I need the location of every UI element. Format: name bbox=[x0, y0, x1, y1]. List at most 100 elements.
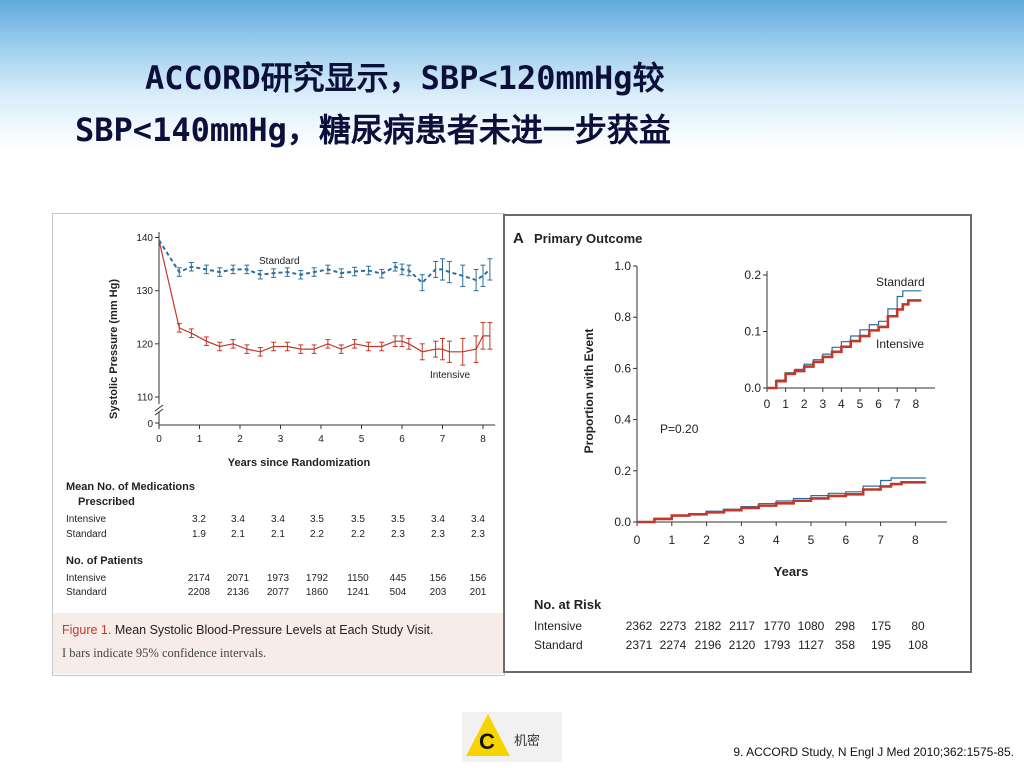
meds-standard-cell: 2.1 bbox=[231, 529, 245, 540]
patients-standard-cell: 2077 bbox=[267, 587, 290, 598]
meds-standard-cell: 2.3 bbox=[471, 529, 485, 540]
sbp-y-tick-label: 120 bbox=[136, 339, 153, 350]
risk-standard-cell: 2120 bbox=[729, 638, 756, 652]
patients-standard-cell: 504 bbox=[390, 587, 407, 598]
risk-standard-cell: 2196 bbox=[695, 638, 722, 652]
sbp-chart: 110 120 130 140 00 1 2 3 4 5 6 7 8 Systolic Pressure… bbox=[66, 232, 496, 598]
risk-standard-cell: 1127 bbox=[798, 638, 824, 652]
sbp-intensive-line bbox=[158, 240, 490, 353]
inset-y-tick-label: 0.2 bbox=[744, 268, 761, 282]
sbp-x-tick-label: 6 bbox=[399, 434, 405, 445]
patients-standard-cell: 2136 bbox=[227, 587, 250, 598]
outcome-y-tick-label: 0.6 bbox=[614, 361, 631, 375]
inset-x-tick-label: 1 bbox=[782, 397, 789, 411]
meds-standard-cell: 2.1 bbox=[271, 529, 285, 540]
risk-standard-cell: 195 bbox=[871, 638, 891, 652]
inset-x-tick-label: 6 bbox=[875, 397, 882, 411]
inset-marks bbox=[767, 290, 922, 390]
sbp-x-tick-label: 5 bbox=[359, 434, 365, 445]
caption-label: Figure 1. bbox=[62, 623, 112, 637]
risk-intensive-cell: 298 bbox=[835, 619, 855, 633]
patients-standard-cell: 2208 bbox=[188, 587, 211, 598]
inset-axes: 0.0 0.1 0.2 0 1 2 3 4 5 6 7 8 bbox=[744, 268, 935, 411]
inset-standard-label: Standard bbox=[876, 275, 925, 289]
sbp-xlabel: Years since Randomization bbox=[228, 457, 371, 469]
outcome-x-tick-label: 8 bbox=[912, 533, 919, 547]
meds-intensive-cell: 3.4 bbox=[431, 514, 445, 525]
meds-intensive-cell: 3.5 bbox=[391, 514, 405, 525]
risk-row-intensive: Intensive bbox=[534, 619, 582, 633]
patients-intensive-cell: 1150 bbox=[347, 573, 369, 584]
risk-table: 2362 2273 2182 2117 1770 1080 298 175 80 2371 2274… bbox=[626, 619, 929, 652]
outcome-x-tick-label: 0 bbox=[634, 533, 641, 547]
outcome-x-tick-label: 3 bbox=[738, 533, 745, 547]
figure1-caption: Figure 1. Mean Systolic Blood-Pressure L… bbox=[53, 613, 503, 674]
outcome-y-tick-label: 0.0 bbox=[614, 515, 631, 529]
sbp-axis-break-1 bbox=[154, 404, 164, 412]
risk-intensive-cell: 2273 bbox=[660, 619, 687, 633]
outcome-chart: A Primary Outcome 0.00.20.40.60.81.00 1 2 3… bbox=[513, 230, 947, 652]
inset-x-tick-label: 7 bbox=[894, 397, 901, 411]
panelA-title: Primary Outcome bbox=[534, 231, 642, 246]
risk-standard-cell: 1793 bbox=[764, 638, 791, 652]
outcome-axes: 0.00.20.40.60.81.00 1 2 3 4 5 6 7 8 bbox=[614, 259, 947, 547]
sbp-marks bbox=[158, 239, 493, 366]
meds-row-intensive: Intensive bbox=[66, 514, 106, 525]
patients-standard-cell: 1860 bbox=[306, 587, 329, 598]
caption-title-line: Figure 1. Mean Systolic Blood-Pressure L… bbox=[62, 623, 434, 637]
patients-intensive-cell: 156 bbox=[430, 573, 447, 584]
meds-row-standard: Standard bbox=[66, 529, 107, 540]
sbp-x-tick-label: 1 bbox=[197, 434, 203, 445]
inset-intensive-line bbox=[767, 299, 922, 390]
inset-x-tick-label: 0 bbox=[764, 397, 771, 411]
meds-intensive-cell: 3.4 bbox=[231, 514, 245, 525]
risk-intensive-cell: 2362 bbox=[626, 619, 653, 633]
outcome-marks bbox=[637, 477, 926, 524]
sbp-y-tick-label: 110 bbox=[137, 393, 153, 404]
sbp-x-tick-label: 0 bbox=[156, 434, 162, 445]
inset-x-tick-label: 8 bbox=[912, 397, 919, 411]
caption-title: Mean Systolic Blood-Pressure Levels at E… bbox=[114, 623, 434, 637]
meds-standard-cell: 2.2 bbox=[310, 529, 324, 540]
meds-header-1: Mean No. of Medications bbox=[66, 481, 195, 493]
risk-intensive-cell: 1770 bbox=[764, 619, 791, 633]
sbp-intensive-label: Intensive bbox=[430, 370, 470, 381]
inset-x-tick-label: 4 bbox=[838, 397, 845, 411]
patients-row-standard: Standard bbox=[66, 587, 107, 598]
sbp-axis-break-2 bbox=[154, 408, 164, 416]
patients-row-intensive: Intensive bbox=[66, 573, 106, 584]
figure1-panel: 110 120 130 140 0 0 1 2 3 4 5 6 7 8 Systolic Pressure… bbox=[52, 213, 505, 676]
sbp-y-tick-label: 0 bbox=[147, 419, 153, 430]
risk-intensive-cell: 175 bbox=[871, 619, 891, 633]
meds-intensive-cell: 3.4 bbox=[271, 514, 285, 525]
meds-standard-cell: 2.2 bbox=[351, 529, 365, 540]
patients-standard-cell: 1241 bbox=[347, 587, 370, 598]
caption-note: I bars indicate 95% confidence intervals… bbox=[62, 646, 267, 660]
reference-citation: 9. ACCORD Study, N Engl J Med 2010;362:1… bbox=[733, 745, 1014, 759]
patients-standard-cell: 203 bbox=[430, 587, 447, 598]
outcome-y-tick-label: 0.8 bbox=[614, 310, 631, 324]
outcome-x-tick-label: 5 bbox=[808, 533, 815, 547]
panelA-label: A bbox=[513, 230, 524, 247]
patients-intensive-cell: 2174 bbox=[188, 573, 211, 584]
meds-table: 3.2 3.4 3.4 3.5 3.5 3.5 3.4 3.4 1.9 2.1 2.1 2.2 2.2 2… bbox=[192, 514, 485, 540]
logo-text: 机密 bbox=[514, 733, 541, 748]
meds-header-2: Prescribed bbox=[78, 496, 135, 508]
outcome-y-tick-label: 1.0 bbox=[614, 259, 631, 273]
patients-intensive-cell: 156 bbox=[470, 573, 487, 584]
patients-header: No. of Patients bbox=[66, 555, 143, 567]
risk-header: No. at Risk bbox=[534, 597, 602, 612]
outcome-x-tick-label: 1 bbox=[668, 533, 675, 547]
inset-x-tick-label: 5 bbox=[857, 397, 864, 411]
patients-intensive-cell: 1973 bbox=[267, 573, 290, 584]
slide-title: ACCORD研究显示，SBP<120mmHg较 SBP<140mmHg，糖尿病患… bbox=[0, 52, 1024, 156]
inset-intensive-label: Intensive bbox=[876, 337, 924, 351]
sbp-x-tick-label: 2 bbox=[237, 434, 243, 445]
sbp-standard-label: Standard bbox=[259, 256, 300, 267]
meds-standard-cell: 1.9 bbox=[192, 529, 206, 540]
sbp-x-tick-label: 3 bbox=[278, 434, 284, 445]
patients-intensive-cell: 445 bbox=[390, 573, 407, 584]
outcome-x-tick-label: 2 bbox=[703, 533, 710, 547]
meds-intensive-cell: 3.2 bbox=[192, 514, 206, 525]
patients-table: 2174 2071 1973 1792 1150 445 156 156 2208 2136 207… bbox=[188, 573, 487, 598]
